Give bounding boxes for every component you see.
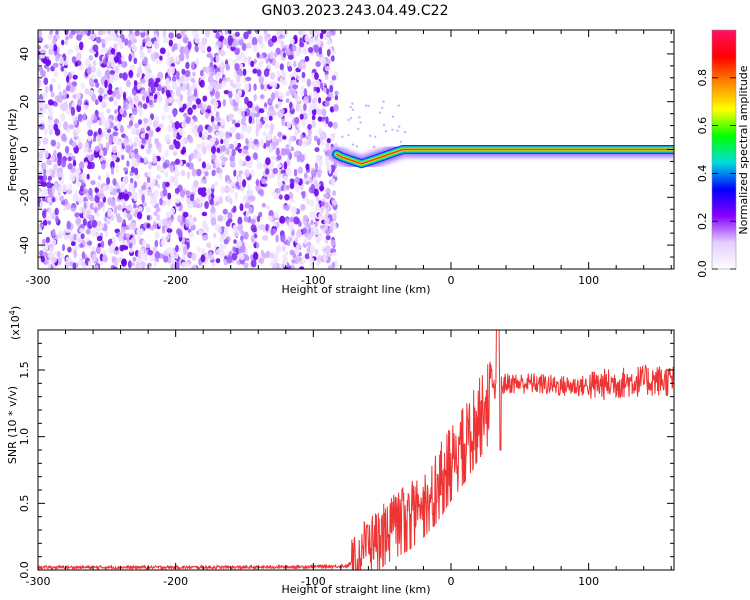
- spectrogram-signal-band: [327, 140, 674, 173]
- snr-plot-area: [38, 330, 674, 570]
- colorbar-tick-label: 0.6: [696, 117, 709, 135]
- snr-x-axis-label: Height of straight line (km): [281, 583, 430, 596]
- snr-y-tick-label: 0.0: [18, 561, 31, 579]
- snr-panel: -300 -200 -100 0 100 0.0 0.5 1.0 1.5 Height of …: [6, 306, 675, 596]
- snr-y-axis-label: SNR (10 * v/v): [6, 386, 19, 464]
- spectrogram-x-tick-label: 0: [447, 274, 454, 287]
- snr-y-tick-label: 0.5: [18, 495, 31, 513]
- snr-x-tick-label: -100: [301, 575, 326, 588]
- snr-y-tick-label: 1.0: [18, 428, 31, 446]
- spectrogram-y-tick-label: -40: [18, 236, 31, 254]
- spectrogram-y-tick-label: -20: [18, 188, 31, 206]
- spectrogram-panel: -300 -200 -100 0 100 40 20 0 -20 -40 Height of s…: [6, 29, 675, 296]
- colorbar-ticks: [712, 77, 736, 270]
- snr-y-tick-label: 1.5: [18, 361, 31, 379]
- spectrogram-noise: [38, 30, 407, 269]
- colorbar-label: Normalized spectral amplitude: [737, 65, 750, 234]
- colorbar-gradient: [712, 30, 736, 269]
- snr-scale-label: (x104): [8, 306, 22, 340]
- snr-frame: [37, 329, 675, 571]
- spectrogram-x-tick-label: -300: [26, 274, 51, 287]
- spectrogram-y-tick-label: 0: [18, 146, 31, 153]
- colorbar-tick-label: 0.4: [696, 165, 709, 183]
- snr-x-tick-label: -300: [26, 575, 51, 588]
- colorbar-tick-label: 0.8: [696, 69, 709, 87]
- spectrogram-y-tick-label: 20: [18, 95, 31, 109]
- snr-x-tick-labels: -300 -200 -100 0 100: [26, 575, 600, 588]
- spectrogram-y-tick-label: 40: [18, 47, 31, 61]
- colorbar-frame: [711, 29, 737, 270]
- spectrogram-y-tick-labels: 40 20 0 -20 -40: [18, 47, 31, 254]
- colorbar-tick-label: 0.0: [696, 260, 709, 278]
- colorbar-tick-label: 0.2: [696, 212, 709, 230]
- spectrogram-x-tick-label: 100: [578, 274, 599, 287]
- colorbar-tick-labels: 0.0 0.2 0.4 0.6 0.8: [696, 69, 709, 278]
- colorbar: 0.0 0.2 0.4 0.6 0.8 Normalized spectral ampl…: [696, 29, 750, 278]
- spectrogram-plot-area: [38, 30, 674, 269]
- snr-x-tick-label: 100: [578, 575, 599, 588]
- snr-x-tick-label: -200: [163, 575, 188, 588]
- spectrogram-x-axis-label: Height of straight line (km): [281, 283, 430, 296]
- chart-title: GN03.2023.243.04.49.C22: [262, 3, 449, 19]
- spectrogram-x-tick-labels: -300 -200 -100 0 100: [26, 274, 600, 287]
- snr-x-tick-label: 0: [447, 575, 454, 588]
- spectrogram-x-tick-label: -200: [163, 274, 188, 287]
- snr-series-line: [38, 330, 674, 570]
- snr-ticks: [37, 330, 674, 571]
- spectrogram-y-axis-label: Frequency (Hz): [6, 109, 19, 192]
- spectrogram-x-tick-label: -100: [301, 274, 326, 287]
- snr-y-tick-labels: 0.0 0.5 1.0 1.5: [18, 361, 31, 579]
- spectrogram-ticks: [37, 30, 674, 269]
